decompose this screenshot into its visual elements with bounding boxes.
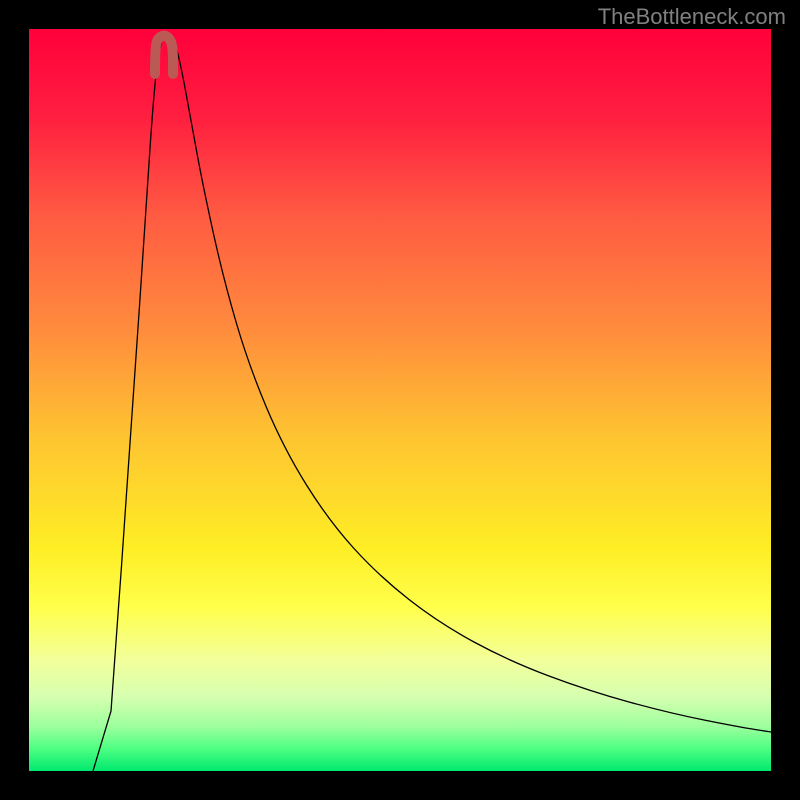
watermark-text: TheBottleneck.com bbox=[598, 4, 786, 30]
minimum-marker-icon bbox=[155, 36, 173, 74]
chart-plot-area bbox=[29, 29, 771, 771]
curve-layer bbox=[29, 29, 771, 771]
bottleneck-curve bbox=[93, 34, 771, 771]
